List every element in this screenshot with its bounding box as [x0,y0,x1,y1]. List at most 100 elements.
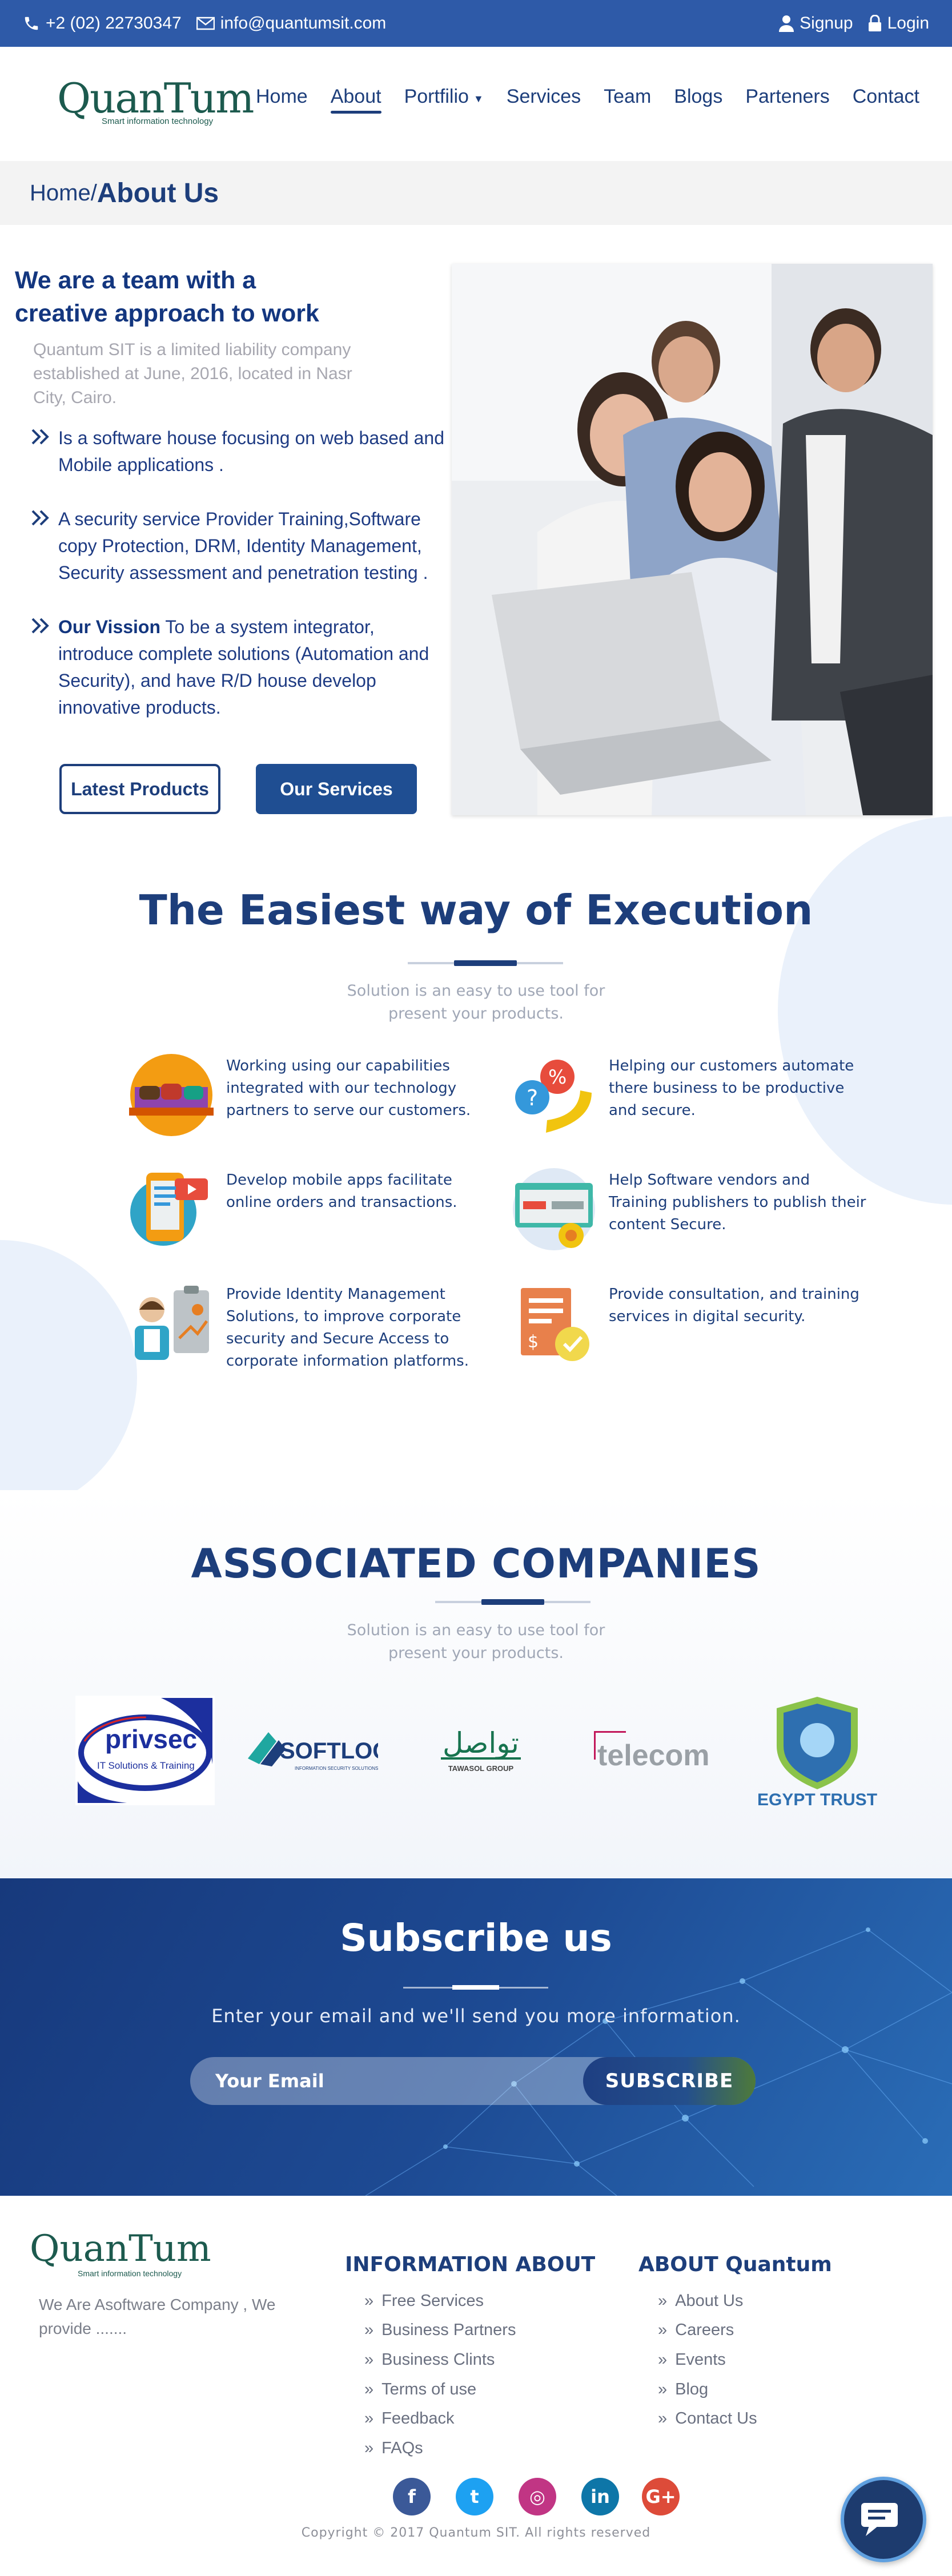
feature-item: $ Provide consultation, and training ser… [512,1281,871,1366]
footer-link[interactable]: » Business Partners [364,2321,516,2340]
top-contact-bar: +2 (02) 22730347 info@quantumsit.com Sig… [0,0,952,47]
nav-contact[interactable]: Contact [853,86,919,108]
nav-portfolio-label: Portfilio [404,86,469,107]
customer-support-icon: %? [515,1060,592,1133]
subscribe-text: Enter your email and we'll send you more… [211,2005,741,2027]
footer-link[interactable]: » Careers [658,2321,734,2340]
breadcrumb-home[interactable]: Home/ [30,180,97,206]
partner-logo-tawasol[interactable]: تواصل TAWASOL GROUP [429,1718,532,1781]
softlock-name: SOFTLOCK [280,1738,378,1764]
partner-logo-telecom[interactable]: telecom [592,1728,716,1785]
about-buttons: Latest Products Our Services [59,764,417,814]
about-bullet: Is a software house focusing on web base… [15,425,449,478]
feature-item: Develop mobile apps facilitate online or… [129,1167,489,1251]
tawasol-logo: تواصل TAWASOL GROUP [441,1726,521,1773]
login-link[interactable]: Login [868,14,929,33]
main-nav: Home About Portfilio ▼ Services Team Blog… [256,86,919,114]
egypt-trust-name: EGYPT TRUST [757,1790,877,1809]
logo-tagline: Smart information technology [102,116,214,126]
footer-link-label: Business Partners [381,2321,516,2339]
footer-link[interactable]: » Free Services [364,2292,484,2311]
linkedin-icon[interactable]: in [581,2478,619,2515]
nav-partners[interactable]: Parteners [745,86,829,108]
footer-link-label: Free Services [381,2292,484,2310]
nav-about-label: About [330,86,381,107]
privsec-tagline: IT Solutions & Training [97,1760,195,1771]
nav-blogs[interactable]: Blogs [674,86,722,108]
chat-widget[interactable] [841,2477,926,2562]
nav-team-label: Team [604,86,652,107]
site-footer: QuanTum Smart information technology We … [0,2196,952,2576]
subscribe-title: Subscribe us [340,1916,612,1960]
googleplus-icon[interactable]: G+ [642,2478,680,2515]
tawasol-tagline: TAWASOL GROUP [448,1764,514,1773]
feature-text: Help Software vendors and Training publi… [609,1172,866,1233]
login-label: Login [887,14,929,33]
phone-contact[interactable]: +2 (02) 22730347 [23,14,182,33]
footer-logo-tagline: Smart information technology [78,2269,182,2278]
partner-logo-egypt-trust[interactable]: EGYPT TRUST [757,1693,877,1811]
site-logo[interactable]: QuanTum Smart information technology [57,74,254,131]
nav-team[interactable]: Team [604,86,651,108]
mail-icon [196,17,215,30]
svg-text:?: ? [527,1085,538,1110]
execution-title: The Easiest way of Execution [139,886,813,934]
tawasol-name: تواصل [443,1726,519,1760]
nav-contact-label: Contact [852,86,919,107]
double-chevron-right-icon: » [364,2380,374,2398]
double-chevron-right-icon: » [364,2292,374,2310]
twitter-icon[interactable]: t [456,2478,493,2515]
about-title-line2: creative approach to work [15,300,319,327]
vision-label: Our Vission [58,617,161,637]
associated-subtitle-line1: Solution is an easy to use tool for [347,1621,605,1639]
footer-link-label: Feedback [381,2409,455,2428]
instagram-icon[interactable]: ◎ [519,2478,556,2515]
info-column-title: INFORMATION ABOUT [345,2253,596,2276]
footer-link[interactable]: » Events [658,2350,726,2369]
nav-portfolio[interactable]: Portfilio ▼ [404,86,484,108]
footer-link[interactable]: » FAQs [364,2439,423,2458]
email-input[interactable]: Your Email [215,2070,324,2092]
identity-management-icon [135,1286,209,1360]
partner-logo-privsec[interactable]: privsec IT Solutions & Training [75,1696,215,1805]
title-divider [408,962,563,964]
email-contact[interactable]: info@quantumsit.com [196,14,386,33]
our-services-button[interactable]: Our Services [256,764,417,814]
about-bullet: A security service Provider Training,Sof… [15,506,449,586]
nav-home[interactable]: Home [256,86,308,108]
nav-partners-label: Parteners [745,86,830,107]
footer-link-label: Careers [675,2321,734,2339]
svg-text:$: $ [528,1332,539,1352]
about-bullet-vision: Our Vission To be a system integrator, i… [15,614,449,721]
logo-text: QuanTum [57,74,254,122]
double-chevron-right-icon [31,429,49,445]
footer-logo[interactable]: QuanTum Smart information technology [30,2228,211,2285]
feature-text: Develop mobile apps facilitate online or… [226,1172,457,1211]
double-chevron-right-icon: » [658,2380,668,2398]
footer-link[interactable]: » Business Clints [364,2350,495,2369]
footer-link[interactable]: » Blog [658,2380,708,2399]
partner-logo-softlock[interactable]: SOFTLOCK INFORMATION SECURITY SOLUTIONS [246,1724,378,1776]
nav-services[interactable]: Services [507,86,581,108]
footer-link-label: FAQs [381,2439,423,2457]
double-chevron-right-icon: » [658,2292,668,2310]
latest-products-button[interactable]: Latest Products [59,764,220,814]
footer-link[interactable]: » About Us [658,2292,743,2311]
network-background [365,1927,952,2196]
double-chevron-right-icon: » [364,2321,374,2339]
footer-link[interactable]: » Terms of use [364,2380,476,2399]
double-chevron-right-icon [31,618,49,634]
facebook-icon[interactable]: f [393,2478,431,2515]
signup-link[interactable]: Signup [779,14,853,33]
mobile-app-icon [130,1173,208,1246]
double-chevron-right-icon [31,510,49,526]
about-subtitle: Quantum SIT is a limited liability compa… [33,340,352,407]
privsec-name: privsec [105,1724,197,1754]
footer-link-label: Blog [675,2380,709,2398]
software-protection-icon [513,1168,595,1250]
nav-about[interactable]: About [330,86,381,114]
footer-link[interactable]: » Feedback [364,2409,455,2428]
feature-item: Help Software vendors and Training publi… [512,1167,871,1251]
subscribe-button[interactable]: SUBSCRIBE [583,2057,756,2105]
footer-link[interactable]: » Contact Us [658,2409,757,2428]
